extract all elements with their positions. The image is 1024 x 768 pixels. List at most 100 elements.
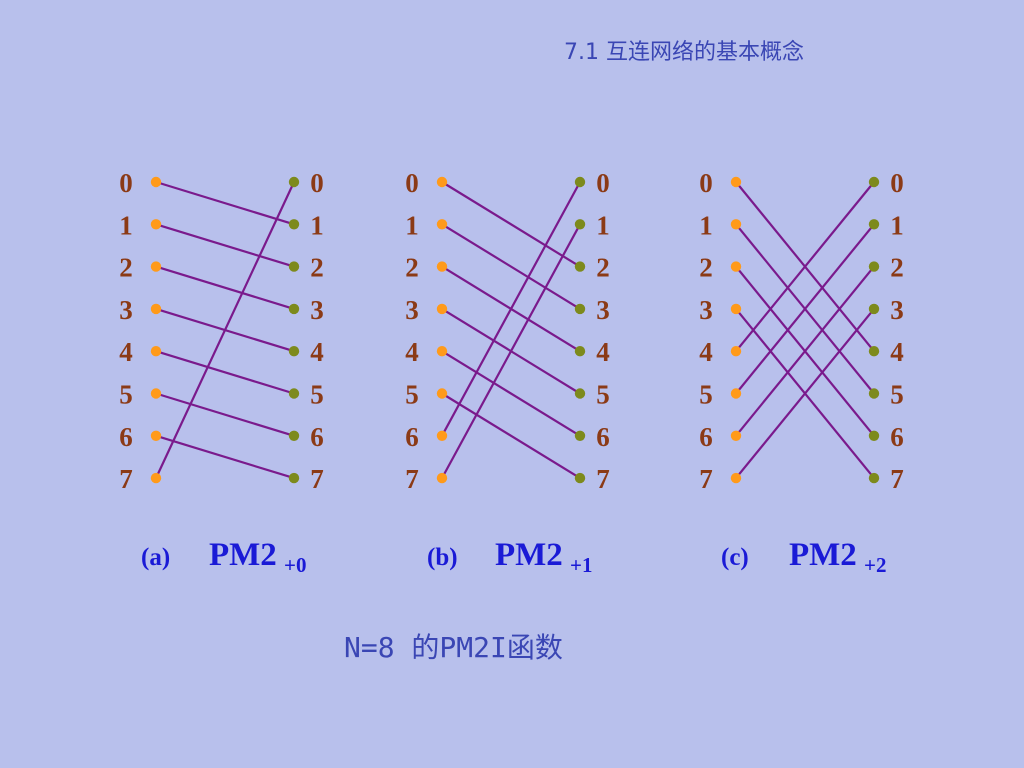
input-node <box>730 388 742 399</box>
output-node-label: 6 <box>890 422 904 452</box>
pm2-diagram-1: 0 0 1 1 2 2 3 3 4 4 5 5 6 6 7 7 (a) PM2 +0 <box>119 168 324 577</box>
connection-line <box>441 181 581 268</box>
input-node-label: 2 <box>699 253 713 283</box>
output-node <box>574 430 586 441</box>
output-node <box>868 430 880 441</box>
connection-line <box>441 223 581 479</box>
input-node <box>436 472 448 484</box>
output-node-label: 2 <box>596 253 610 283</box>
output-node <box>288 430 300 441</box>
input-node-label: 7 <box>405 464 419 494</box>
input-node <box>730 219 742 230</box>
output-node-label: 4 <box>596 337 610 367</box>
output-node-label: 1 <box>890 210 904 240</box>
input-node-label: 0 <box>405 168 419 198</box>
input-node-label: 5 <box>699 380 713 410</box>
output-node <box>288 472 300 484</box>
input-node <box>436 303 448 315</box>
input-node <box>436 261 448 272</box>
input-node-label: 4 <box>405 337 419 367</box>
input-node <box>730 176 742 188</box>
output-node-label: 4 <box>310 337 324 367</box>
input-node <box>730 346 742 357</box>
diagram-caption-letter: (c) <box>721 544 749 571</box>
input-node <box>436 388 448 399</box>
input-node-label: 1 <box>405 210 419 240</box>
connection-line <box>155 223 295 268</box>
connection-line <box>155 434 295 480</box>
output-node-label: 3 <box>596 295 610 325</box>
output-node <box>288 219 300 230</box>
figure-caption: N=8 的PM2I函数 <box>344 631 563 664</box>
output-node <box>574 388 586 399</box>
output-node <box>288 303 300 315</box>
diagram-caption-name: PM2 <box>789 537 857 573</box>
input-node-label: 4 <box>119 337 133 367</box>
slide-title: 7.1 互连网络的基本概念 <box>564 40 804 65</box>
output-node-label: 2 <box>310 253 324 283</box>
input-node-label: 1 <box>119 210 133 240</box>
output-node-label: 5 <box>310 380 324 410</box>
output-node <box>574 346 586 357</box>
output-node <box>574 176 586 188</box>
input-node <box>150 261 162 272</box>
input-node-label: 3 <box>699 295 713 325</box>
output-node <box>868 388 880 399</box>
input-node <box>150 472 162 484</box>
output-node-label: 6 <box>596 422 610 452</box>
input-node <box>150 388 162 399</box>
input-node <box>730 430 742 441</box>
output-node-label: 7 <box>596 464 610 494</box>
output-node-label: 3 <box>890 295 904 325</box>
output-node-label: 0 <box>890 168 904 198</box>
output-node-label: 5 <box>890 380 904 410</box>
output-node <box>574 261 586 272</box>
connection-line <box>441 223 581 310</box>
output-node <box>288 388 300 399</box>
output-node <box>574 219 586 230</box>
input-node-label: 7 <box>699 464 713 494</box>
connection-line <box>441 350 581 437</box>
input-node-label: 5 <box>405 380 419 410</box>
connection-line <box>155 265 295 310</box>
output-node-label: 1 <box>310 210 324 240</box>
input-node <box>150 219 162 230</box>
input-node-label: 3 <box>405 295 419 325</box>
output-node <box>868 219 880 230</box>
output-node-label: 7 <box>310 464 324 494</box>
output-node-label: 7 <box>890 464 904 494</box>
input-node <box>436 346 448 357</box>
input-node <box>730 261 742 272</box>
input-node-label: 6 <box>119 422 133 452</box>
output-node-label: 6 <box>310 422 324 452</box>
output-node-label: 4 <box>890 337 904 367</box>
output-node <box>574 303 586 315</box>
output-node <box>574 472 586 484</box>
output-node <box>868 261 880 272</box>
output-node-label: 5 <box>596 380 610 410</box>
input-node-label: 2 <box>405 253 419 283</box>
output-node <box>288 176 300 188</box>
input-node-label: 4 <box>699 337 713 367</box>
output-node-label: 0 <box>596 168 610 198</box>
connection-line <box>155 181 295 479</box>
pm2-diagram-3: 0 0 1 1 2 2 3 3 4 4 5 5 6 6 7 7 (c) PM2 +2 <box>699 168 904 577</box>
output-node-label: 2 <box>890 253 904 283</box>
connection-line <box>735 265 875 437</box>
input-node-label: 6 <box>699 422 713 452</box>
output-node <box>868 303 880 315</box>
input-node <box>436 430 448 441</box>
input-node <box>150 430 162 441</box>
input-node <box>730 303 742 315</box>
connection-line <box>155 180 295 226</box>
connection-line <box>735 308 875 479</box>
input-node <box>150 176 162 188</box>
connection-line <box>735 181 875 352</box>
output-node-label: 0 <box>310 168 324 198</box>
diagram-caption-subscript: +0 <box>284 553 306 577</box>
input-node-label: 6 <box>405 422 419 452</box>
input-node <box>150 346 162 357</box>
input-node <box>436 176 448 188</box>
input-node <box>150 303 162 315</box>
